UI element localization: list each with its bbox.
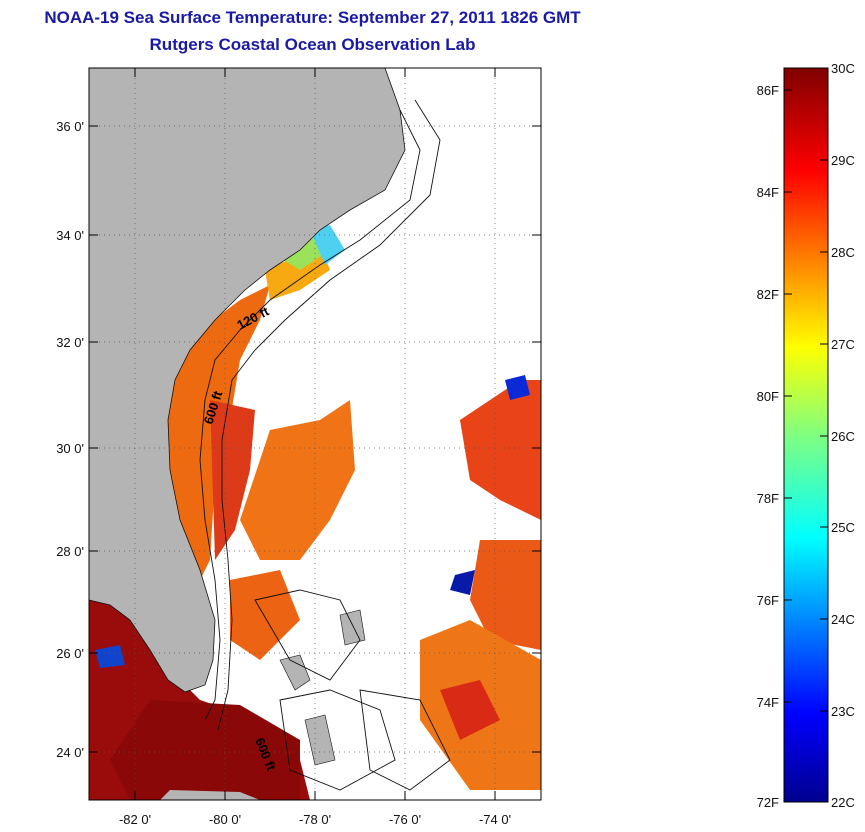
colorbar-c-30: 30C (831, 61, 855, 76)
colorbar-c-25: 25C (831, 520, 855, 535)
lat-label-24: 24 0' (56, 745, 84, 760)
colorbar-ticks (784, 89, 828, 712)
lon-label-82: -82 0' (119, 812, 151, 827)
colorbar-f-84: 84F (757, 185, 779, 200)
colorbar-f-72: 72F (757, 795, 779, 810)
colorbar-f-78: 78F (757, 491, 779, 506)
lon-label-78: -78 0' (299, 812, 331, 827)
colorbar-c-26: 26C (831, 429, 855, 444)
lat-label-32: 32 0' (56, 335, 84, 350)
sst-field (89, 225, 541, 800)
land (89, 68, 406, 800)
colorbar-c-27: 27C (831, 337, 855, 352)
map-title: NOAA-19 Sea Surface Temperature: Septemb… (44, 8, 581, 27)
lon-label-76: -76 0' (389, 812, 421, 827)
colorbar-f-80: 80F (757, 389, 779, 404)
colorbar-c-29: 29C (831, 153, 855, 168)
lat-label-28: 28 0' (56, 544, 84, 559)
lon-label-80: -80 0' (209, 812, 241, 827)
lat-lon-grid (89, 68, 541, 800)
lat-label-26: 26 0' (56, 646, 84, 661)
colorbar-f-86: 86F (757, 83, 779, 98)
map-ticks (89, 68, 541, 800)
lat-label-30: 30 0' (56, 441, 84, 456)
depth-contours (199, 99, 451, 791)
colorbar-c-24: 24C (831, 612, 855, 627)
map-panel: 120 ft 600 ft 600 ft (89, 68, 541, 800)
colorbar-c-22: 22C (831, 795, 855, 810)
lat-label-36: 36 0' (56, 119, 84, 134)
map-subtitle: Rutgers Coastal Ocean Observation Lab (149, 35, 476, 54)
colorbar (783, 67, 829, 803)
lat-label-34: 34 0' (56, 228, 84, 243)
colorbar-c-23: 23C (831, 704, 855, 719)
colorbar-f-76: 76F (757, 593, 779, 608)
colorbar-f-82: 82F (757, 287, 779, 302)
colorbar-c-28: 28C (831, 245, 855, 260)
colorbar-f-74: 74F (757, 695, 779, 710)
lon-label-74: -74 0' (479, 812, 511, 827)
